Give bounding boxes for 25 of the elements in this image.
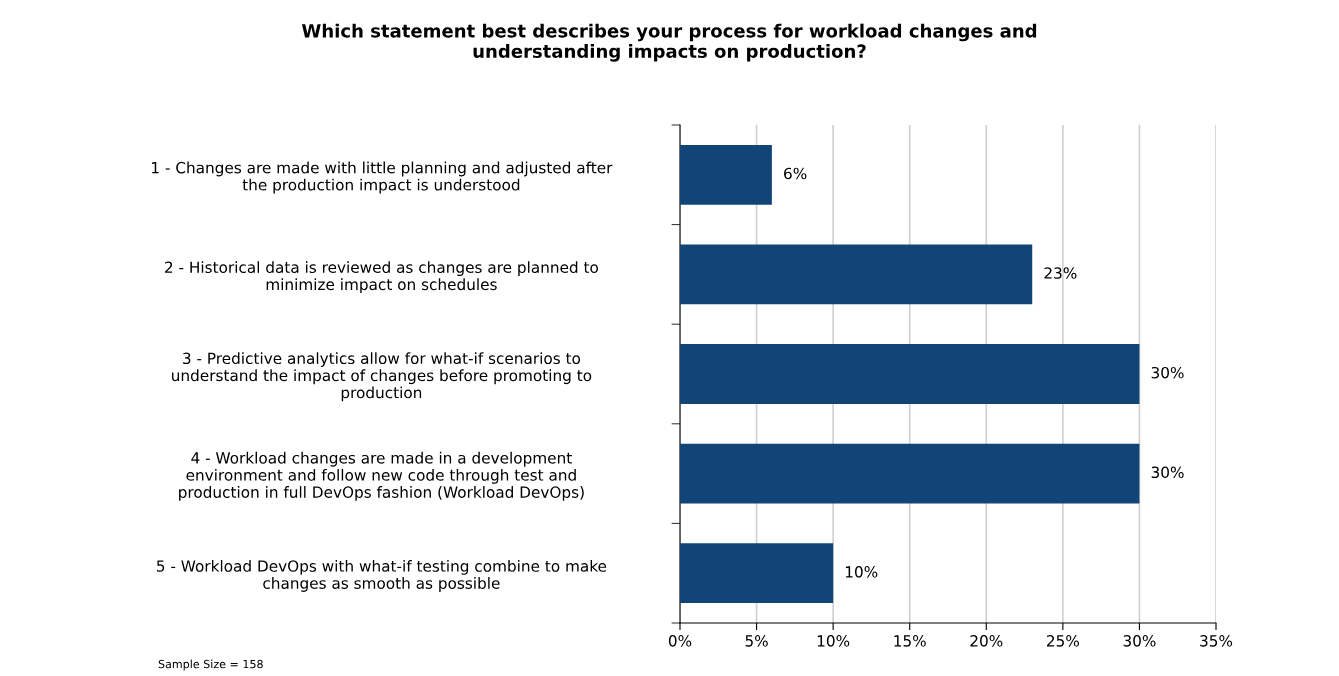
y-tick-label: 2 - Historical data is reviewed as changes are planned to minimize impact on schedules xyxy=(165,261,599,294)
bar xyxy=(680,244,1033,305)
x-tick-label: 0% xyxy=(668,635,692,647)
y-tick-label: 1 - Changes are made with little planning and adjusted after the production impact is understood xyxy=(152,161,613,194)
x-tick-label: 30% xyxy=(1123,635,1156,647)
data-label: 6% xyxy=(784,167,807,180)
bar xyxy=(680,543,834,604)
text: Sample Size = 158 xyxy=(158,659,263,671)
x-tick-label: 15% xyxy=(894,635,926,647)
x-tick-label: 10% xyxy=(817,635,850,647)
x-tick-label: 35% xyxy=(1200,635,1233,647)
y-tick-label: 5 - Workload DevOps with what-if testing combine to make changes as smooth as possible xyxy=(157,560,607,592)
data-label: 10% xyxy=(845,566,878,578)
x-tick-label: 25% xyxy=(1047,635,1079,647)
y-tick-label: 4 - Workload changes are made in a development environment and follow new code through test and production in full DevOps fashion (Workload DevOps) xyxy=(179,451,584,501)
data-label: 23% xyxy=(1044,267,1077,279)
data-label: 30% xyxy=(1151,366,1184,379)
data-label: 30% xyxy=(1151,466,1184,479)
bar xyxy=(680,443,1140,504)
y-tick-label: 3 - Predictive analytics allow for what-if scenarios to understand the impact of changes before promoting to production xyxy=(172,352,592,402)
x-tick-label: 20% xyxy=(970,635,1003,647)
bar xyxy=(680,144,772,205)
chart-title: Which statement best describes your process for workload changes and understanding impacts on production? xyxy=(301,23,1037,62)
bar xyxy=(680,344,1140,404)
x-tick-label: 5% xyxy=(745,635,768,647)
